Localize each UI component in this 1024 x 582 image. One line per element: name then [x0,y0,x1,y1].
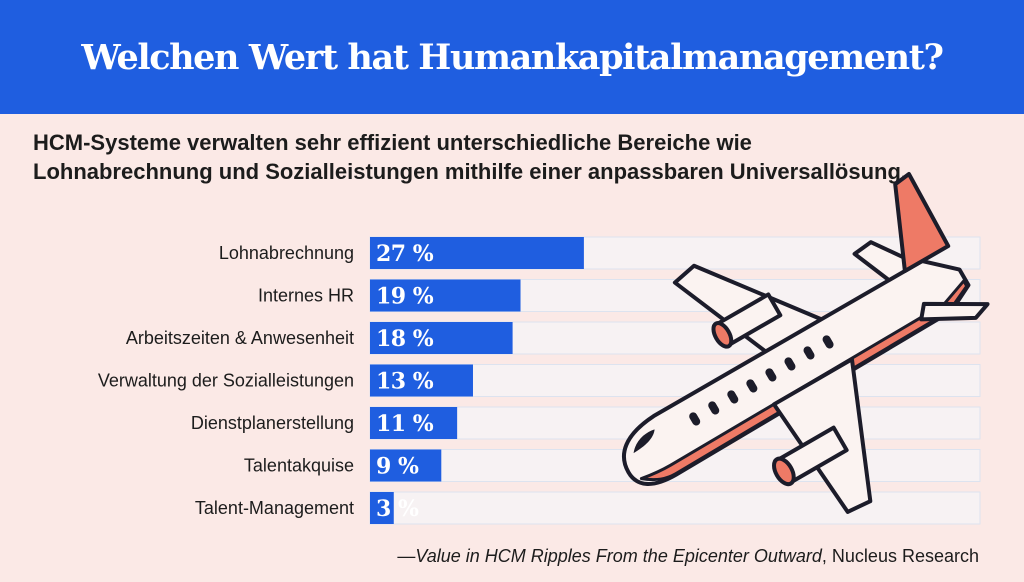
airplane-windows [689,335,834,426]
category-label: Lohnabrechnung [219,243,354,263]
page-subtitle: HCM-Systeme verwalten sehr effizient unt… [33,130,908,184]
bar-track [369,491,981,525]
category-label: Dienstplanerstellung [191,413,354,433]
value-label: 27 % [376,241,434,267]
value-label: 9 % [376,454,419,480]
category-label: Talentakquise [244,456,354,476]
airplane-near-stabilizer [919,301,990,322]
value-label: 11 % [376,411,434,437]
airplane-far-engine [711,292,783,349]
airplane-illustration [622,172,990,514]
bar-6 [370,492,394,524]
category-label: Arbeitszeiten & Anwesenheit [126,328,354,348]
bar-0 [370,237,584,269]
category-label: Internes HR [258,286,354,306]
airplane-tail-fin [893,172,951,274]
page-title: Welchen Wert hat Humankapitalmanagement? [81,36,944,78]
source-title: Value in HCM Ripples From the Epicenter … [415,546,822,566]
bar-1 [370,279,521,312]
source-dash: — [397,546,416,566]
source-separator: , [821,546,832,566]
category-label: Verwaltung der Sozialleistungen [98,371,354,391]
value-label: 3 % [376,496,419,522]
bar-5 [370,449,442,482]
bar-3 [370,364,473,397]
source-org: Nucleus Research [831,546,979,566]
value-label: 13 % [376,369,434,395]
value-label: 19 % [376,284,434,310]
airplane-belly-stripe [639,279,969,482]
airplane-cockpit-window [633,429,655,454]
category-label: Talent-Management [195,498,354,518]
value-label: 18 % [376,326,434,352]
airplane-fuselage [622,259,971,486]
bar-4 [370,407,458,439]
airplane-near-engine [772,425,849,487]
bar-2 [370,322,513,354]
header-banner: Welchen Wert hat Humankapitalmanagement? [0,0,1024,114]
source-citation: —Value in HCM Ripples From the Epicenter… [397,546,979,567]
